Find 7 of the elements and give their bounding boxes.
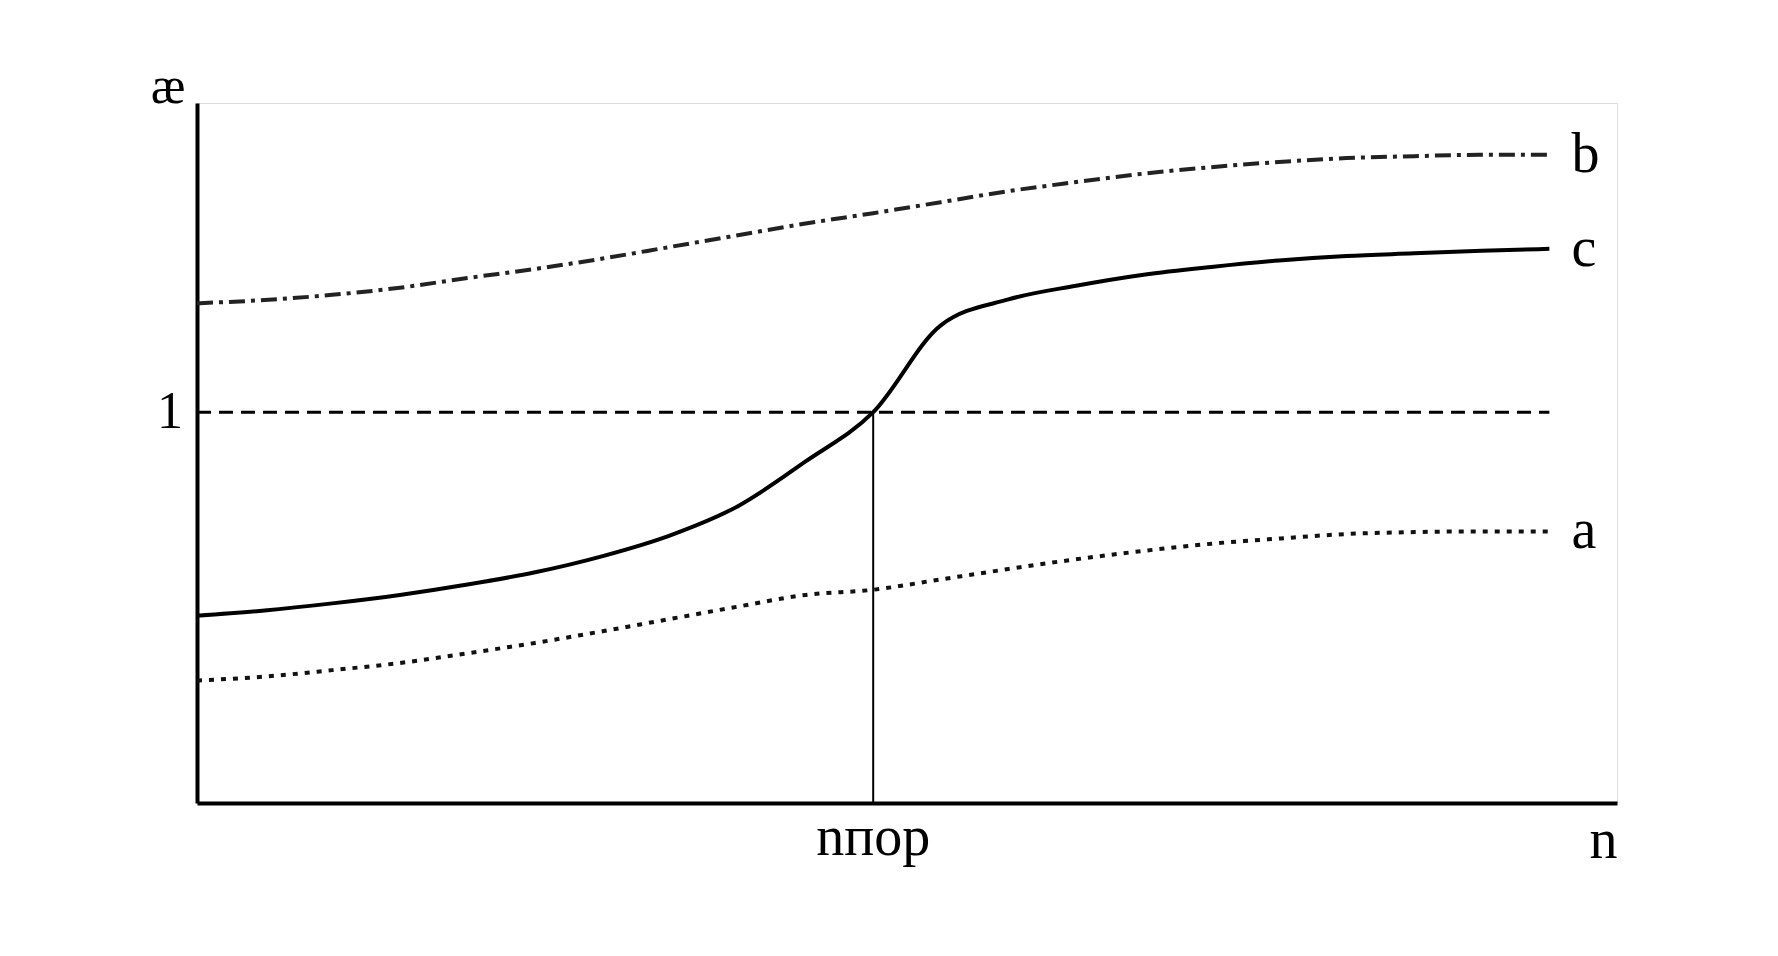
series-label: a (1571, 498, 1597, 561)
ref-line-label: 1 (157, 382, 183, 440)
series-label: b (1571, 121, 1600, 184)
x-axis-title: n (1589, 807, 1618, 870)
text: nпор (816, 805, 931, 867)
y-axis-title: æ (150, 56, 186, 114)
series-label: c (1571, 215, 1597, 278)
